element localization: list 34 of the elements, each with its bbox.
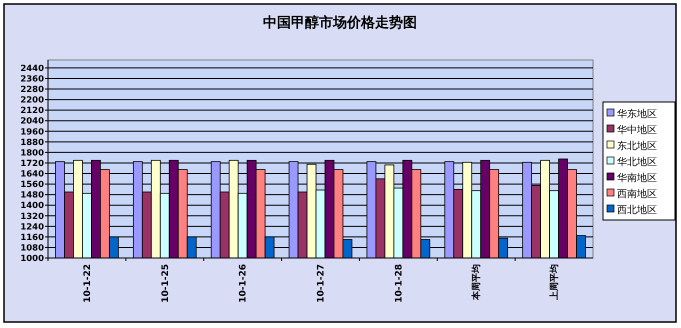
y-tick-label: 1640	[20, 170, 44, 180]
y-tick-label: 2200	[20, 96, 44, 106]
x-tick-label: 上周平均	[549, 264, 560, 301]
x-tick-label: 本周平均	[471, 264, 482, 301]
y-tick-label: 1000	[20, 254, 44, 264]
y-tick-label: 2120	[20, 106, 44, 116]
x-tick-label: 10-1-26	[238, 264, 249, 303]
legend-label: 华东地区	[617, 108, 657, 120]
legend-label: 华北地区	[617, 156, 657, 168]
y-tick-label: 2040	[20, 116, 44, 127]
y-tick-label: 1080	[20, 243, 44, 254]
y-tick-label: 1560	[20, 180, 44, 190]
y-tick-label: 2280	[20, 85, 44, 96]
x-tick-label: 10-1-25	[160, 264, 171, 303]
y-tick-label: 1720	[20, 158, 44, 169]
y-tick-label: 1240	[20, 222, 44, 232]
y-tick-label: 2440	[20, 64, 44, 74]
legend-label: 华中地区	[617, 124, 657, 136]
y-tick-label: 1320	[20, 212, 44, 222]
legend-label: 华南地区	[617, 172, 657, 184]
y-tick-label: 2360	[20, 74, 44, 84]
x-tick-label: 10-1-22	[82, 264, 93, 303]
x-tick-label: 10-1-27	[316, 264, 326, 303]
legend-label: 西南地区	[617, 188, 657, 200]
y-tick-label: 1160	[20, 232, 44, 243]
y-tick-label: 1960	[20, 127, 44, 138]
chart-title: 中国甲醇市场价格走势图	[263, 14, 417, 31]
legend-label: 东北地区	[617, 140, 657, 152]
y-tick-label: 1880	[20, 138, 44, 148]
y-tick-label: 1480	[20, 190, 44, 201]
x-tick-label: 10-1-28	[394, 264, 404, 303]
legend-label: 西北地区	[617, 204, 657, 216]
y-tick-label: 1400	[20, 201, 44, 212]
y-tick-label: 1800	[20, 148, 44, 158]
